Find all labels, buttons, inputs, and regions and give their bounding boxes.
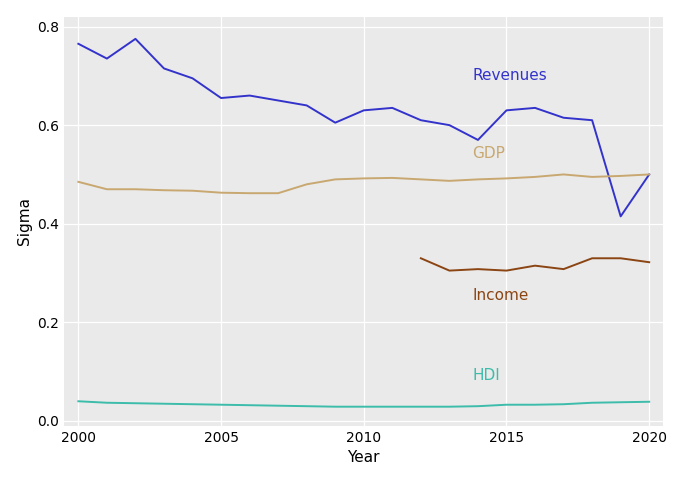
Text: Income: Income [472, 288, 529, 303]
Text: GDP: GDP [472, 146, 505, 161]
Text: Revenues: Revenues [472, 68, 547, 83]
X-axis label: Year: Year [347, 450, 380, 465]
Text: HDI: HDI [472, 368, 500, 383]
Y-axis label: Sigma: Sigma [16, 197, 32, 245]
